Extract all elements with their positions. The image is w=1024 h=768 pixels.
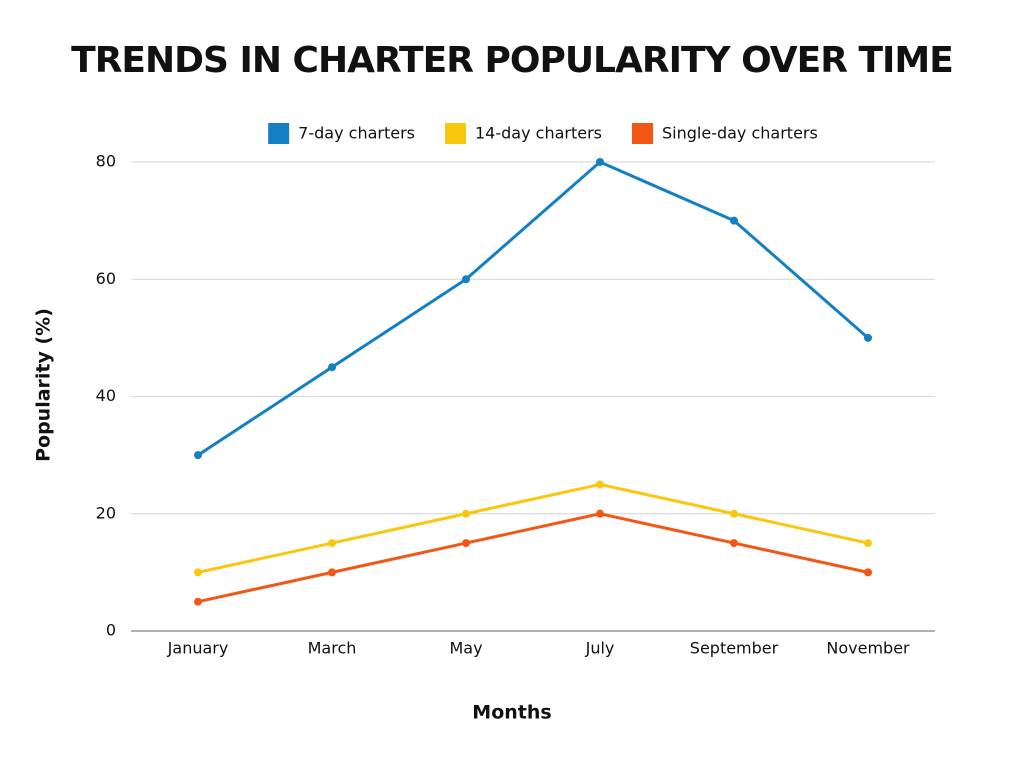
data-point (462, 539, 470, 548)
data-point (596, 509, 604, 518)
y-tick-label: 80 (96, 152, 116, 171)
data-point (730, 216, 738, 225)
series-line (197, 512, 869, 604)
data-point (194, 568, 202, 577)
legend-swatch (268, 123, 290, 144)
legend-swatch (445, 123, 466, 144)
data-point (864, 333, 872, 342)
data-point (730, 539, 738, 548)
y-tick-label: 20 (96, 503, 116, 522)
x-tick-label: July (585, 639, 615, 658)
data-point (194, 597, 202, 606)
data-point (462, 275, 470, 284)
x-tick-label: March (308, 639, 357, 658)
y-tick-label: 0 (106, 621, 116, 640)
data-point (596, 480, 604, 489)
x-tick-label: November (826, 639, 910, 658)
data-point (328, 568, 336, 577)
data-point (328, 539, 336, 548)
legend-label: 14-day charters (475, 124, 602, 143)
data-point (596, 158, 604, 166)
y-tick-label: 60 (96, 269, 116, 288)
series-line (197, 160, 869, 457)
legend-swatch (632, 123, 653, 144)
chart-title: TRENDS IN CHARTER POPULARITY OVER TIME (71, 40, 953, 81)
legend-label: 7-day charters (298, 124, 415, 143)
x-tick-label: May (449, 639, 482, 658)
y-tick-label: 40 (96, 386, 116, 405)
x-tick-label: September (690, 639, 779, 658)
y-axis-title: Popularity (%) (33, 308, 55, 462)
data-point (864, 539, 872, 548)
series-line (197, 482, 869, 574)
data-point (194, 451, 202, 460)
x-axis-title: Months (472, 702, 551, 724)
data-point (730, 509, 738, 518)
legend-label: Single-day charters (662, 124, 818, 143)
data-point (864, 568, 872, 577)
data-point (328, 363, 336, 372)
data-point (462, 509, 470, 518)
x-tick-label: January (167, 639, 229, 658)
